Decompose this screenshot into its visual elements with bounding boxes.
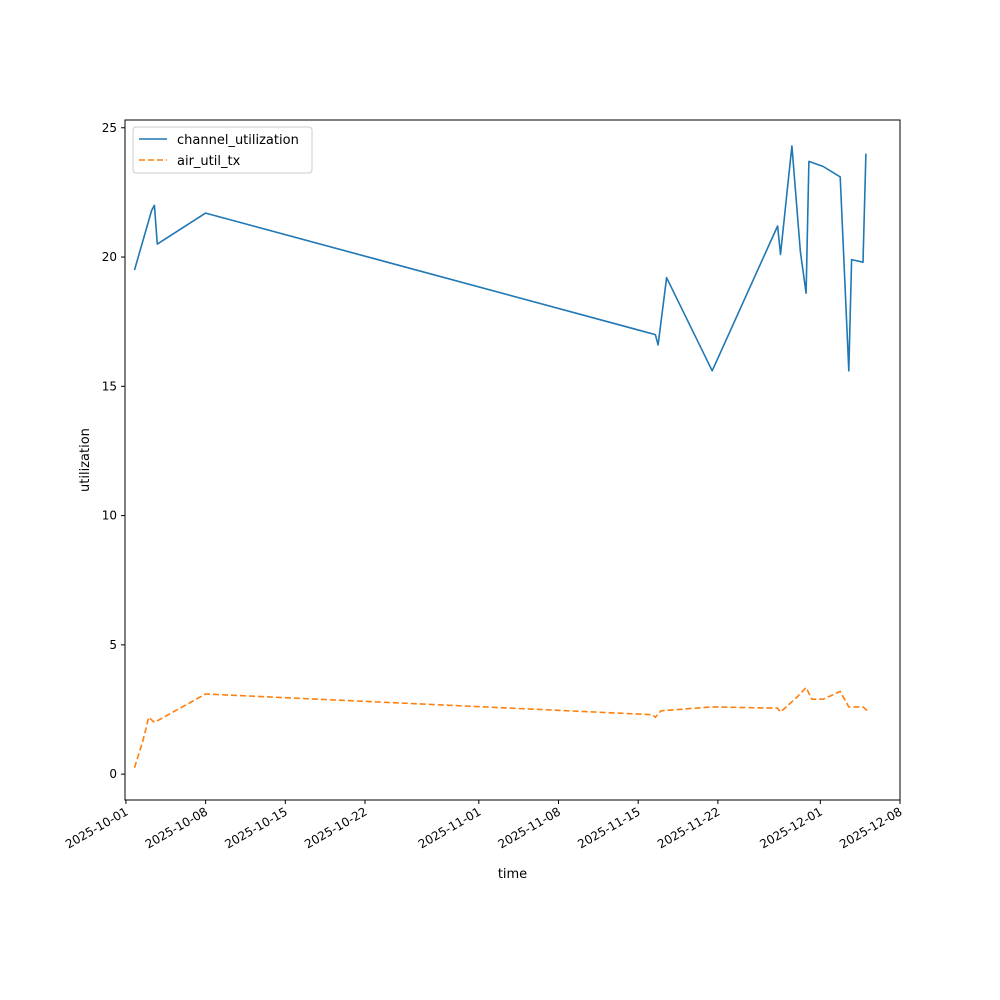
- x-axis-label: time: [498, 867, 527, 882]
- legend-entry-channel-utilization: channel_utilization: [177, 133, 299, 148]
- y-tick-label: 0: [109, 767, 117, 781]
- y-tick-label: 15: [102, 379, 117, 393]
- x-tick-label: 2025-12-08: [837, 804, 904, 851]
- y-tick-label: 20: [102, 250, 117, 264]
- legend-box: [132, 126, 313, 174]
- x-tick-label: 2025-10-01: [63, 804, 130, 851]
- x-tick-label: 2025-10-15: [222, 804, 289, 851]
- y-tick-label: 10: [102, 509, 117, 523]
- legend: channel_utilization air_util_tx: [132, 126, 313, 174]
- x-tick-label: 2025-11-01: [416, 804, 483, 851]
- y-tick-label: 25: [102, 121, 117, 135]
- plot-border: [124, 119, 901, 801]
- y-axis-label: utilization: [78, 428, 93, 492]
- x-axis-ticks: 2025-10-01 2025-10-08 2025-10-15 2025-10-22…: [63, 800, 905, 851]
- x-tick-label: 2025-12-01: [757, 804, 824, 851]
- y-tick-label: 5: [109, 638, 117, 652]
- legend-entry-air-util-tx: air_util_tx: [177, 154, 241, 169]
- plot-frame: [124, 119, 901, 801]
- series-line-air-util-tx: [133, 686, 870, 768]
- x-tick-label: 2025-11-22: [655, 804, 722, 851]
- x-tick-label: 2025-10-08: [143, 804, 210, 851]
- y-axis-ticks: 0 5 10 15 20 25: [102, 121, 125, 781]
- series-line-channel-utilization: [133, 145, 867, 372]
- x-tick-label: 2025-11-15: [575, 804, 642, 851]
- x-tick-label: 2025-10-22: [302, 804, 369, 851]
- series-layer: [133, 145, 870, 768]
- x-tick-label: 2025-11-08: [496, 804, 563, 851]
